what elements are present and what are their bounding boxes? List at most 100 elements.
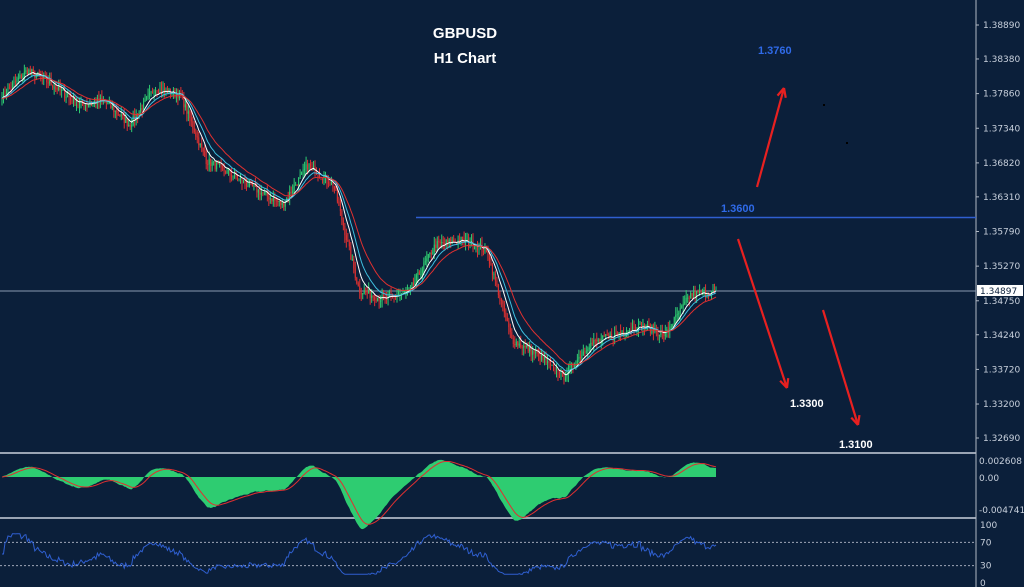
oscillator-tick-label: 0.00 [979, 474, 999, 484]
candle-body [299, 174, 301, 178]
candle-body [660, 331, 662, 336]
candle-body [58, 85, 60, 90]
candle-body [542, 355, 544, 360]
moving-average-line [1, 71, 717, 376]
candle-body [667, 329, 669, 332]
candle-body [696, 291, 698, 297]
candle-body [11, 82, 13, 88]
candle-body [494, 273, 496, 281]
candle-body [488, 257, 490, 264]
candle-body [61, 89, 63, 91]
candle-body [602, 335, 604, 339]
candle-body [347, 239, 349, 242]
candle-body [116, 110, 118, 114]
candle-body [284, 202, 286, 207]
candle-body [533, 350, 535, 354]
candle-body [117, 113, 119, 116]
candle-body [275, 200, 277, 202]
candle-body [703, 290, 705, 292]
candle-body [673, 317, 675, 325]
candle-body [281, 202, 283, 205]
candle-body [618, 332, 620, 334]
candle-body [108, 101, 110, 103]
candle-body [572, 363, 574, 367]
candle-body [4, 90, 6, 94]
candle-body [80, 101, 82, 104]
candle-body [62, 89, 64, 91]
candle-body [444, 243, 446, 245]
candle-body [550, 362, 552, 365]
candle-body [163, 88, 165, 91]
price-tick-label: 1.35790 [983, 228, 1020, 238]
candle-body [509, 327, 511, 333]
candle-body [239, 178, 241, 180]
candle-body [1, 98, 3, 100]
candle-body [497, 284, 499, 295]
candle-body [518, 343, 520, 346]
candle-body [354, 268, 356, 278]
candle-body [515, 341, 517, 346]
candle-body [208, 158, 210, 165]
candle-body [107, 102, 109, 104]
candle-body [433, 244, 435, 252]
candle-body [202, 147, 204, 152]
candle-body [526, 346, 528, 348]
candle-body [679, 307, 681, 314]
candle-body [511, 332, 513, 339]
candle-body [421, 269, 423, 275]
moving-average-line [1, 74, 717, 372]
candle-body [403, 290, 405, 292]
rsi-tick-label: 0 [980, 579, 986, 587]
candle-body [65, 97, 67, 99]
candle-body [128, 124, 130, 127]
candle-body [195, 132, 197, 137]
candle-body [490, 263, 492, 265]
candle-body [670, 326, 672, 328]
candle-body [520, 343, 522, 348]
candle-body [244, 180, 246, 184]
candle-body [86, 104, 88, 106]
candle-body [359, 286, 361, 294]
candle-body [608, 335, 610, 337]
candle-body [637, 322, 639, 330]
candle-body [362, 293, 364, 295]
candle-body [277, 200, 279, 203]
candle-body [381, 295, 383, 301]
arrow-head [785, 377, 790, 389]
candle-body [652, 325, 654, 333]
candle-body [330, 181, 332, 185]
candle-body [149, 92, 151, 96]
candle-body [13, 81, 15, 83]
candle-body [93, 101, 95, 103]
candle-body [532, 350, 534, 355]
candle-body [482, 250, 484, 252]
candle-body [539, 353, 541, 361]
candle-body [152, 91, 154, 94]
candle-body [329, 183, 331, 185]
candle-body [257, 189, 259, 193]
candle-body [441, 241, 443, 243]
candle-body [338, 201, 340, 206]
candle-body [512, 338, 514, 345]
candle-body [706, 294, 708, 297]
candle-body [316, 174, 318, 176]
candle-body [491, 264, 493, 275]
current-price-label: 1.34897 [980, 287, 1017, 297]
candle-body [326, 175, 328, 183]
candle-body [712, 288, 714, 291]
candle-body [548, 361, 550, 363]
candle-body [399, 294, 401, 296]
candle-body [368, 289, 370, 294]
candle-body [447, 239, 449, 243]
candle-body [333, 186, 335, 189]
candle-body [40, 75, 42, 77]
candle-body [332, 181, 334, 187]
candle-body [676, 314, 678, 316]
candle-body [56, 87, 58, 90]
candle-body [207, 164, 209, 166]
candle-body [272, 198, 274, 202]
candle-body [445, 239, 447, 244]
candle-body [153, 93, 155, 95]
candle-body [477, 246, 479, 251]
